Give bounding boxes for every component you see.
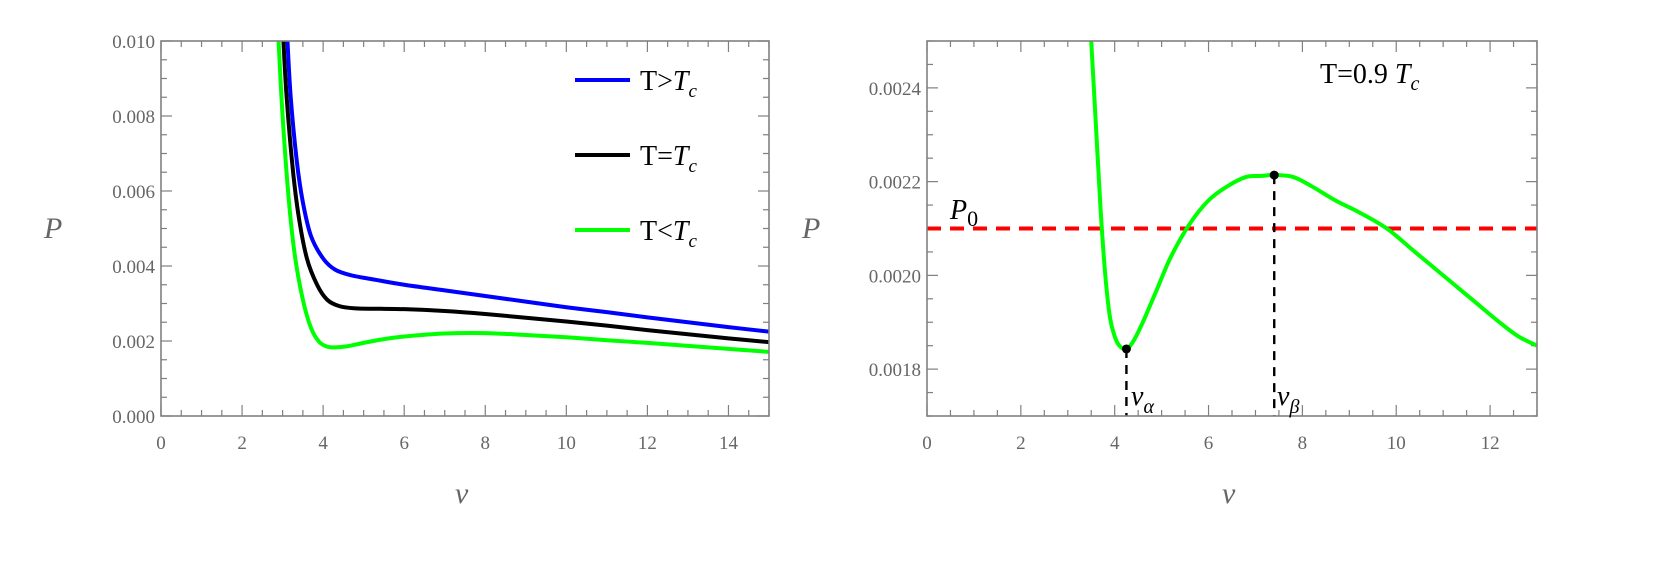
temperature-annotation: T=0.9 Tc — [1320, 59, 1419, 95]
y-tick-label: 0.002 — [112, 332, 155, 353]
left-series-group — [276, 41, 769, 354]
y-tick-label: 0.008 — [112, 107, 155, 128]
p0-label: P0 — [949, 195, 978, 231]
y-tick-label: 0.0020 — [869, 266, 921, 287]
right-plot-frame — [926, 40, 1538, 417]
y-tick-label: 0.000 — [112, 407, 155, 428]
left-y-axis-title: P — [43, 212, 62, 245]
right-series-group — [927, 41, 1537, 416]
v-beta-label: vβ — [1277, 381, 1299, 418]
y-tick-label: 0.006 — [112, 182, 155, 203]
right-chart: 0 2 4 6 8 10 12 0.0018 0.0020 0.0022 0.0024 P v T=… — [801, 40, 1538, 510]
series-line — [276, 41, 769, 354]
left-tick-labels: 0 2 4 6 8 10 12 14 0.000 0.002 0.004 0.006 0.008 0.01… — [112, 32, 738, 454]
legend-label: T=Tc — [640, 141, 697, 177]
x-tick-label: 0 — [156, 433, 166, 454]
right-x-axis-title: v — [1222, 477, 1236, 510]
y-tick-label: 0.0024 — [869, 79, 922, 100]
y-tick-label: 0.004 — [112, 257, 155, 278]
x-tick-label: 12 — [638, 433, 657, 454]
x-tick-label: 12 — [1481, 433, 1500, 454]
x-tick-label: 8 — [481, 433, 491, 454]
series-line — [285, 41, 769, 334]
legend-label: T>Tc — [640, 66, 697, 102]
y-tick-label: 0.0022 — [869, 173, 921, 194]
series-line — [1089, 41, 1537, 352]
y-tick-label: 0.0018 — [869, 360, 921, 381]
left-chart: 0 2 4 6 8 10 12 14 0.000 0.002 0.004 0.006 0.008 0.01… — [43, 32, 770, 510]
extremum-point — [1269, 170, 1279, 180]
left-x-axis-title: v — [455, 477, 469, 510]
series-line — [281, 41, 769, 345]
left-legend: T>Tc T=Tc T<Tc — [575, 66, 697, 252]
x-tick-label: 6 — [1204, 433, 1214, 454]
right-tick-labels: 0 2 4 6 8 10 12 0.0018 0.0020 0.0022 0.0024 — [869, 79, 1500, 454]
x-tick-label: 0 — [922, 433, 932, 454]
x-tick-label: 10 — [1387, 433, 1406, 454]
y-tick-label: 0.010 — [112, 32, 155, 53]
extremum-point — [1121, 344, 1131, 354]
left-plot-frame — [160, 40, 770, 417]
x-tick-label: 10 — [557, 433, 576, 454]
legend-label: T<Tc — [640, 216, 697, 252]
x-tick-label: 2 — [1016, 433, 1026, 454]
x-tick-label: 8 — [1298, 433, 1308, 454]
x-tick-label: 6 — [399, 433, 409, 454]
x-tick-label: 2 — [237, 433, 247, 454]
right-y-axis-title: P — [801, 212, 820, 245]
x-tick-label: 4 — [318, 433, 328, 454]
v-alpha-label: vα — [1131, 381, 1154, 418]
x-tick-label: 4 — [1110, 433, 1120, 454]
x-tick-label: 14 — [719, 433, 739, 454]
